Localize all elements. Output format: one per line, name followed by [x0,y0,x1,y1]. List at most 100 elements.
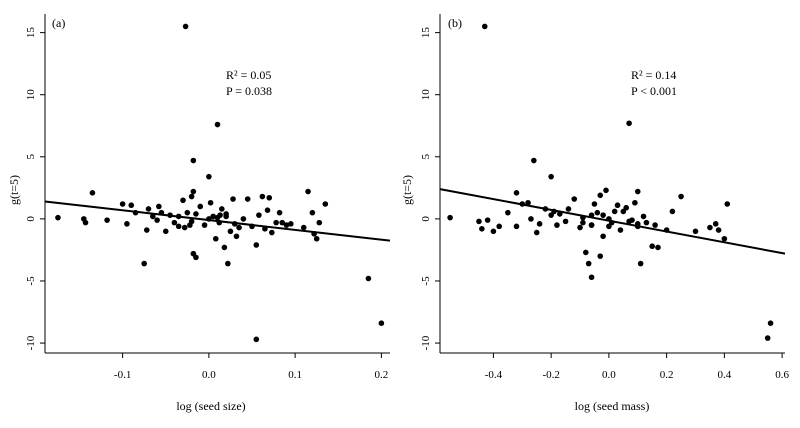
panel-b-p-value: P < 0.001 [631,84,677,98]
panel-b-y-tick-label: -5 [420,276,432,286]
panel-b-data-point [582,249,589,256]
panel-a-data-point [253,242,260,248]
panel-a-data-point [158,209,165,216]
panel-a-data-point [141,260,147,267]
panel-b-x-tick-label: 0.4 [717,369,731,381]
panel-a-data-point [214,121,221,128]
panel-a-data-point [132,209,139,216]
panel-b-data-point [562,218,569,225]
panel-a: (a) R² = 0.05 P = 0.038 log (seed size) … [7,14,391,413]
panel-b-data-point [640,213,647,220]
panel-a-data-point [256,212,262,218]
panel-b-data-point [479,226,485,232]
panel-b-x-tick-label: -0.4 [485,369,503,381]
panel-b-data-point [548,173,554,180]
panel-a-y-tick-label: -5 [25,276,37,286]
panel-a-x-tick-label: 0.1 [288,369,302,381]
panel-a-data-point [311,230,317,237]
panel-a-data-point [207,199,214,206]
panel-a-data-point [276,209,283,216]
panel-a-data-point [269,229,275,236]
panel-b-data-point [678,193,684,200]
panel-b-data-point [536,221,543,227]
panel-b-data-point [655,244,661,251]
panel-a-x-tick-label: -0.1 [114,369,131,381]
panel-a-data-point [288,221,294,227]
panel-b-data-point [614,202,621,209]
panel-b-data-point [692,228,699,235]
panel-b-data-point [663,227,670,233]
panel-a-data-point [201,222,208,228]
panel-a-data-point [279,219,285,226]
panel-a-data-point [143,227,150,233]
panel-a-data-point [180,197,186,204]
panel-a-data-point [273,219,279,226]
panel-a-data-point [82,219,89,226]
panel-a-data-point [236,224,242,231]
panel-a-data-point [365,275,372,282]
panel-b-data-point [611,208,618,215]
panel-b-label: (b) [448,16,462,30]
panel-a-data-point [154,217,160,223]
panel-a-x-tick-label: 0.0 [202,369,216,381]
panel-a-data-point [188,218,195,225]
panel-a-data-point [55,214,61,221]
panel-a-data-point [223,213,229,220]
panel-a-data-point [175,213,182,220]
panel-b-data-point [580,219,586,226]
panel-b-data-point [634,188,641,195]
panel-b-y-tick-label: 0 [420,216,432,222]
panel-b-data-point [724,201,731,207]
panel-b-data-point [490,228,497,235]
panel-a-data-point [210,213,216,220]
panel-b-data-point [608,219,615,226]
panel-b-data-point [484,217,491,223]
panel-b-data-point [643,219,650,226]
panel-a-data-point [262,226,268,232]
panel-a-data-point [193,211,199,217]
panel-b-data-point [623,204,630,211]
panel-b-data-point [649,243,655,250]
panel-b-x-tick-label: 0.6 [775,369,789,381]
panel-a-data-point [167,212,173,218]
panel-a-data-point [313,235,320,242]
panel-b-data-point [565,206,572,212]
panel-a-data-point [264,207,271,213]
panel-a-data-point [104,217,110,223]
panel-b-data-point [528,216,534,222]
panel-b-data-point [588,222,595,228]
panel-a-y-tick-label: 15 [25,27,37,39]
panel-b-data-point [603,187,609,194]
panel-a-y-tick-label: -10 [25,335,37,350]
panel-a-data-point [227,228,234,235]
panel-a-y-tick-label: 10 [25,89,37,101]
panel-a-data-point [300,224,307,231]
panel-a-data-point [145,206,152,212]
panel-a-data-point [193,254,199,261]
panel-b-data-point [588,274,595,281]
panel-b-data-point [551,208,557,215]
panel-a-data-point [156,203,162,210]
panel-b-data-point [652,222,658,228]
panel-a-data-point [128,202,135,209]
panel-b-data-point [571,196,578,202]
panel-b-data-point [496,223,502,230]
panel-a-data-point [212,235,219,242]
panel-a-data-point [253,336,260,343]
panel-a-data-point [119,201,126,207]
panel-b-y-tick-label: 5 [420,154,432,160]
panel-b-data-point [447,214,453,221]
panel-a-data-point [124,221,130,227]
panel-a-data-point [150,213,156,220]
panel-a-x-tick-label: 0.2 [375,369,389,381]
panel-a-data-point [233,233,240,240]
panel-a-label: (a) [52,16,65,30]
panel-b-data-point [580,214,586,221]
panel-b-data-point [533,229,540,236]
panel-a-data-point [316,219,323,226]
panel-a-data-point [259,193,266,200]
panel-b: (b) R² = 0.14 P < 0.001 log (seed mass) … [400,14,789,413]
panel-a-data-point [175,223,182,230]
panel-a-data-point [322,201,329,207]
panel-b-y-axis-title: g(t=5) [400,175,414,205]
